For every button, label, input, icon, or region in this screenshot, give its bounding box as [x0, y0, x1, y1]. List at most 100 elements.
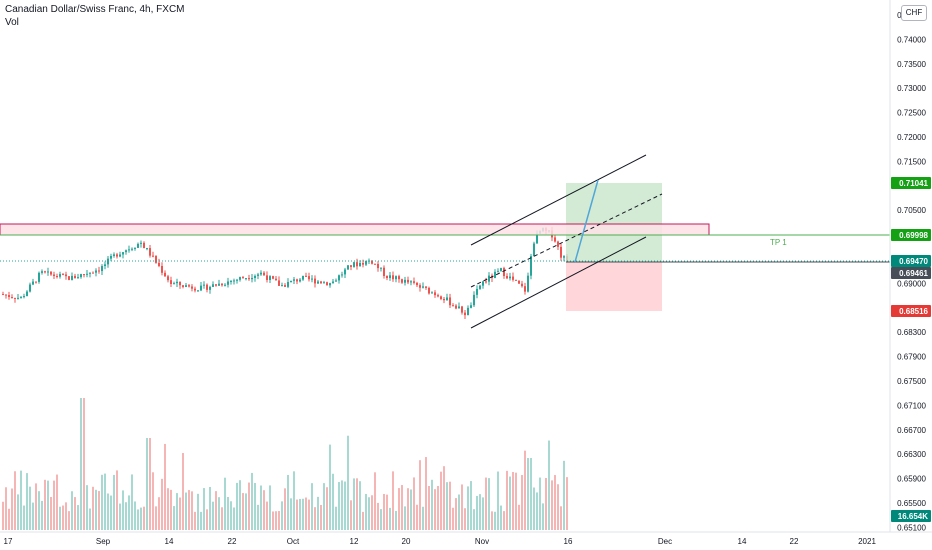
volume-bar [395, 510, 397, 530]
volume-bar [341, 480, 343, 530]
volume-bar [455, 498, 457, 530]
volume-bar [89, 508, 91, 530]
volume-bar [374, 472, 376, 530]
candle-body [119, 254, 121, 257]
volume-bar [359, 481, 361, 530]
candle-body [35, 281, 37, 283]
candle-body [308, 276, 310, 280]
volume-bar [23, 505, 25, 530]
volume-bar [446, 482, 448, 530]
y-tick-label: 0.67900 [897, 353, 926, 362]
candle-body [227, 281, 229, 285]
volume-bar [8, 508, 10, 530]
volume-bar [296, 499, 298, 530]
x-tick-label: Dec [658, 537, 672, 546]
candle-body [416, 282, 418, 286]
price-axis[interactable]: 0.745000.740000.735000.730000.725000.720… [889, 0, 932, 550]
resistance-zone[interactable] [0, 223, 710, 236]
candle-body [563, 256, 565, 258]
candle-body [101, 266, 103, 272]
candle-body [197, 290, 199, 292]
candle-body [29, 284, 31, 292]
volume-bar [425, 457, 427, 530]
ascending-channel[interactable] [470, 154, 663, 329]
candle-body [113, 254, 115, 256]
candle-body [242, 277, 244, 279]
channel-mid-line [470, 193, 663, 288]
volume-bar [398, 488, 400, 530]
candle-body [476, 288, 478, 295]
candle-body [299, 279, 301, 282]
volume-bar [353, 478, 355, 530]
x-tick-label: 16 [564, 537, 573, 546]
candle-body [32, 281, 34, 285]
volume-bar [191, 491, 193, 530]
long-position-tool[interactable] [566, 183, 662, 311]
volume-bar [185, 492, 187, 530]
volume-bar [293, 471, 295, 530]
candle-body [194, 288, 196, 291]
price-tag-label: 0.71041 [899, 179, 928, 188]
candle-body [425, 286, 427, 288]
candle-body [254, 275, 256, 278]
volume-bar [59, 506, 61, 530]
volume-bar [176, 493, 178, 530]
candle-body [479, 285, 481, 289]
volume-bar [122, 490, 124, 530]
volume-bar [215, 491, 217, 530]
candle-body [338, 275, 340, 281]
candle-body [59, 274, 61, 277]
candle-body [104, 264, 106, 267]
volume-bar [149, 438, 151, 530]
volume-bar [251, 472, 253, 530]
chart-title: Canadian Dollar/Swiss Franc, 4h, FXCM [5, 4, 185, 15]
volume-bar [485, 477, 487, 530]
volume-bar [533, 487, 535, 530]
candle-body [95, 270, 97, 273]
volume-bar [269, 485, 271, 530]
volume-bar [347, 435, 349, 530]
volume-bar [32, 502, 34, 530]
volume-bar [146, 438, 148, 530]
candle-body [251, 277, 253, 280]
candle-body [344, 269, 346, 275]
volume-bar [410, 489, 412, 530]
volume-bar [362, 511, 364, 530]
volume-bar [56, 474, 58, 530]
volume-bar [473, 509, 475, 530]
candle-body [293, 279, 295, 281]
volume-bar [179, 497, 181, 530]
candle-body [89, 272, 91, 274]
candle-body [497, 270, 499, 272]
volume-bar [392, 471, 394, 530]
candle-body [407, 279, 409, 283]
candle-body [518, 280, 520, 284]
x-tick-label: 14 [738, 537, 747, 546]
volume-bar [218, 497, 220, 530]
volume-bar [80, 398, 82, 530]
projection-line[interactable] [574, 179, 599, 263]
currency-button[interactable]: CHF [901, 5, 927, 21]
candle-body [446, 297, 448, 301]
time-axis[interactable]: 17 Sep 14 22 Oct 12 20 Nov 16 Dec 14 22 2021 [0, 531, 932, 550]
candle-body [335, 280, 337, 282]
volume-bar [125, 502, 127, 530]
candle-body [260, 272, 262, 275]
candle-body [467, 307, 469, 316]
candle-body [218, 283, 220, 286]
volume-bar [284, 488, 286, 530]
volume-bar [227, 496, 229, 530]
x-tick-label: 14 [165, 537, 174, 546]
volume-bar [242, 493, 244, 530]
candle-body [62, 274, 64, 276]
candle-body [374, 263, 376, 265]
volume-bar [476, 495, 478, 530]
volume-bar [344, 481, 346, 530]
y-tick-label: 0.70500 [897, 206, 926, 215]
candle-body [224, 284, 226, 286]
volume-bar [77, 505, 79, 530]
volume-bar [206, 509, 208, 530]
volume-bar [158, 497, 160, 530]
